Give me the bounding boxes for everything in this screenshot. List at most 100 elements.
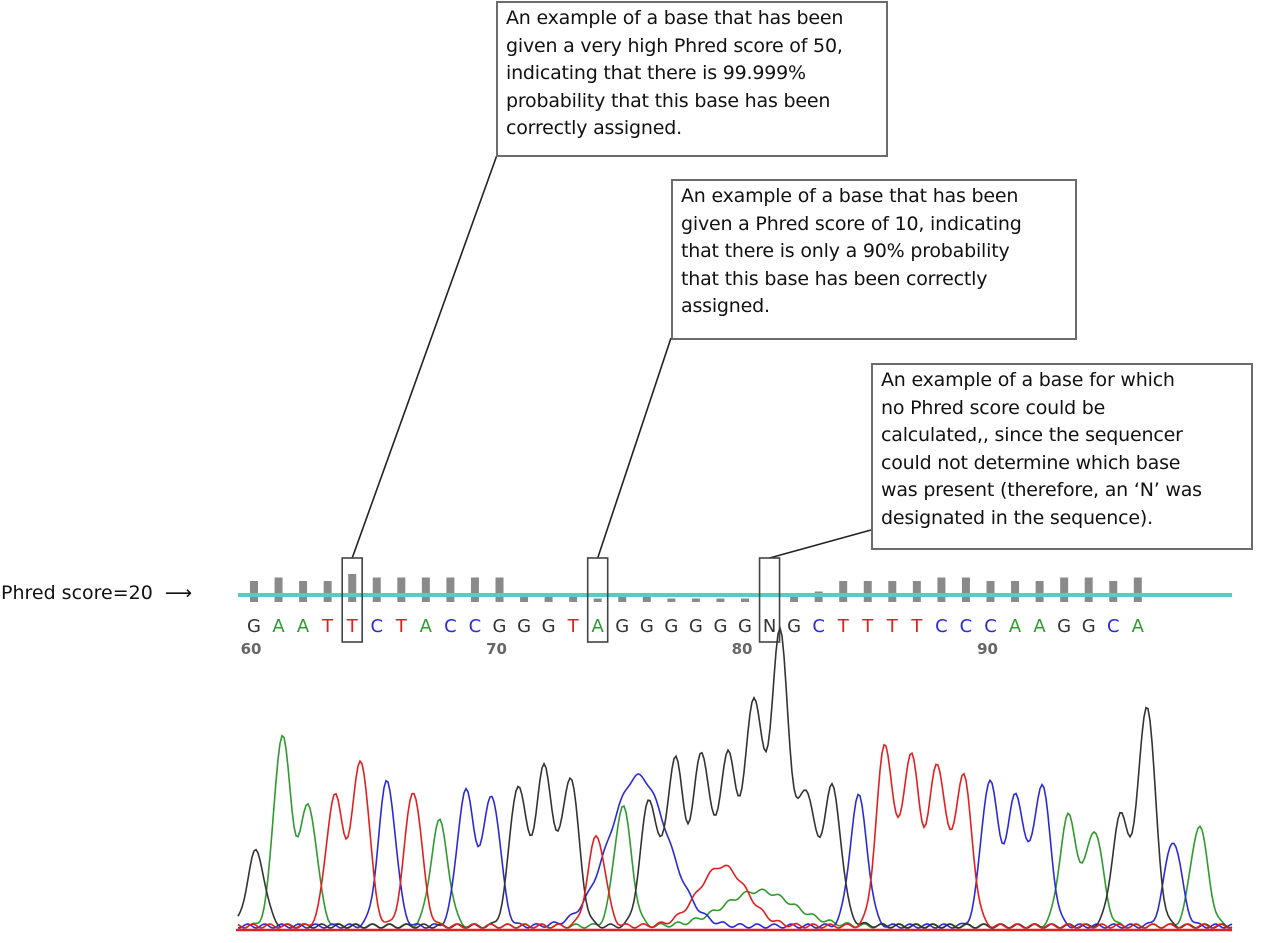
quality-bar [544, 595, 553, 602]
quality-bar [691, 598, 700, 602]
quality-bar [348, 574, 357, 602]
leader-line [351, 154, 498, 559]
base-call: G [787, 616, 801, 637]
quality-bar [716, 598, 725, 602]
quality-bar [618, 595, 627, 602]
base-call: C [370, 616, 383, 637]
trace-C [237, 773, 1233, 929]
base-call: T [395, 616, 408, 637]
callout-line: An example of a base for which [881, 369, 1175, 391]
base-position-labels: 60 70 80 90 [241, 640, 998, 658]
base-call: A [420, 616, 433, 637]
base-call: C [935, 616, 948, 637]
base-call: G [738, 616, 752, 637]
callout-line: was present (therefore, an ‘N’ was [881, 479, 1202, 501]
callout-line: correctly assigned. [506, 117, 682, 139]
quality-bar [1060, 577, 1069, 602]
arrow-right-icon: ⟶ [164, 582, 193, 604]
quality-bar [470, 577, 479, 602]
callout-line: could not determine which base [881, 451, 1181, 474]
position-label: 60 [241, 640, 262, 658]
callout-line: designated in the sequence). [881, 506, 1153, 529]
base-call: G [640, 616, 654, 637]
callout-high-phred: An example of a base that has been given… [496, 1, 888, 157]
base-call: A [592, 616, 605, 637]
base-call: T [567, 616, 580, 637]
base-call: C [444, 616, 457, 637]
quality-bar [1133, 577, 1142, 602]
quality-bar [1109, 581, 1118, 602]
base-call: A [1033, 616, 1046, 637]
base-call: G [713, 616, 727, 637]
quality-bar [937, 577, 946, 602]
trace-A [237, 734, 1233, 929]
base-call: T [861, 616, 874, 637]
trace-T [237, 743, 1233, 929]
quality-bar [839, 581, 848, 602]
base-call: C [960, 616, 973, 637]
callout-no-phred: An example of a base for which no Phred … [871, 363, 1253, 550]
position-label: 70 [486, 640, 507, 658]
base-call: G [493, 616, 507, 637]
callout-line: An example of a base that has been [681, 185, 1019, 207]
quality-bar [888, 581, 897, 602]
quality-bar [593, 598, 602, 602]
base-call: C [1107, 616, 1120, 637]
base-call: T [837, 616, 850, 637]
quality-bar [1011, 581, 1020, 602]
base-call: C [469, 616, 482, 637]
quality-bar [421, 577, 430, 602]
quality-bar [250, 581, 258, 602]
base-call: C [812, 616, 825, 637]
quality-bar [569, 596, 578, 602]
base-call: G [689, 616, 703, 637]
base-call: A [1009, 616, 1022, 637]
phred-threshold-text: Phred score=20 [1, 582, 153, 604]
position-label: 90 [977, 640, 998, 658]
base-call: G [1057, 616, 1071, 637]
quality-bar [912, 581, 921, 602]
highlight-box [586, 557, 609, 643]
base-call: A [297, 616, 310, 637]
callout-line: indicating that there is 99.999% [506, 62, 806, 84]
quality-bar [323, 581, 332, 602]
quality-bar [520, 595, 529, 602]
quality-bar [961, 577, 970, 602]
base-call: G [1082, 616, 1096, 637]
phred-threshold-label: Phred score=20 ⟶ [1, 582, 192, 604]
quality-bar [1035, 581, 1044, 602]
base-call: C [984, 616, 997, 637]
quality-bar [986, 581, 995, 602]
quality-bar [863, 581, 872, 602]
callout-leader-lines [351, 154, 872, 559]
callout-line: that this base has been correctly [681, 267, 988, 290]
quality-bar [1084, 577, 1093, 602]
quality-bar [642, 595, 651, 602]
highlight-box [758, 557, 781, 643]
quality-bar [372, 577, 381, 602]
base-call: G [542, 616, 556, 637]
base-call: G [615, 616, 629, 637]
base-call: G [517, 616, 531, 637]
callout-line: that there is only a 90% probability [681, 240, 1010, 262]
quality-bar [790, 595, 799, 602]
quality-bar [274, 577, 283, 602]
callout-line: given a very high Phred score of 50, [506, 34, 843, 57]
position-label: 80 [732, 640, 753, 658]
callout-line: An example of a base that has been [506, 7, 844, 29]
quality-bar [397, 577, 406, 602]
callout-line: probability that this base has been [506, 89, 831, 112]
quality-bar [667, 598, 676, 602]
base-call: T [910, 616, 923, 637]
quality-bar [741, 598, 749, 602]
leader-line [769, 529, 872, 559]
callout-line: given a Phred score of 10, indicating [681, 212, 1022, 235]
chromatogram-traces [237, 625, 1233, 929]
leader-line [596, 337, 672, 559]
base-call: G [664, 616, 678, 637]
trace-G [237, 625, 1233, 929]
base-call: G [247, 616, 261, 637]
base-call: T [321, 616, 334, 637]
